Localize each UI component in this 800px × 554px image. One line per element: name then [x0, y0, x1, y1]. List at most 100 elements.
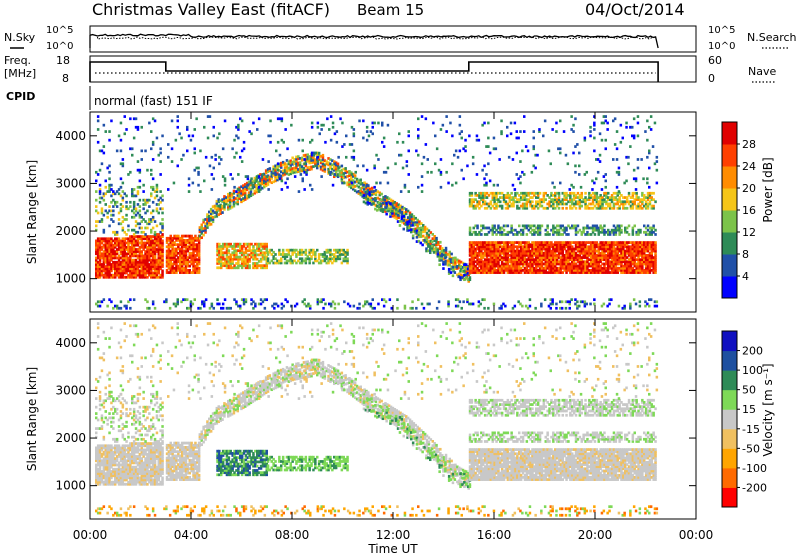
- power-cell: [391, 202, 395, 205]
- power-cell: [157, 263, 160, 266]
- power-cell: [121, 265, 125, 268]
- power-cell: [95, 263, 98, 266]
- power-cell: [131, 192, 134, 196]
- power-cell: [536, 269, 540, 272]
- power-cell: [538, 230, 542, 234]
- power-cell: [387, 209, 390, 213]
- power-cell: [280, 259, 283, 263]
- power-cell: [586, 254, 589, 257]
- power-cell: [648, 254, 652, 257]
- power-cell: [215, 202, 219, 205]
- power-cell: [298, 253, 302, 256]
- power-cell: [423, 236, 427, 240]
- power-cell: [482, 245, 485, 249]
- power-cell: [319, 165, 323, 169]
- power-cell: [197, 258, 201, 262]
- power-cell: [506, 249, 510, 253]
- nsearch-line: [97, 36, 656, 40]
- power-cell: [625, 262, 629, 266]
- power-cell: [157, 250, 160, 253]
- power-cell: [644, 260, 648, 264]
- power-cell: [167, 251, 171, 255]
- power-cell: [548, 249, 551, 253]
- power-cell: [323, 170, 327, 173]
- power-cell: [538, 264, 542, 268]
- power-cell: [452, 269, 455, 273]
- power-cell: [95, 241, 98, 245]
- power-cell: [425, 247, 428, 251]
- power-cell: [624, 245, 627, 249]
- power-cell: [234, 197, 238, 200]
- power-cell: [179, 241, 182, 244]
- power-cell: [157, 248, 160, 251]
- power-cell: [142, 260, 145, 264]
- power-cell: [567, 264, 570, 268]
- power-cell: [474, 264, 477, 268]
- power-cell: [184, 269, 188, 272]
- power-cell: [155, 237, 159, 241]
- power-cell: [197, 256, 201, 259]
- power-cell: [242, 186, 245, 190]
- power-cell: [252, 251, 255, 255]
- power-cell: [631, 245, 635, 249]
- power-cell: [304, 168, 308, 172]
- power-cell: [114, 273, 117, 277]
- power-cell: [230, 195, 234, 198]
- power-cell: [468, 241, 472, 244]
- power-cell: [220, 260, 223, 263]
- power-cell: [535, 245, 538, 249]
- power-cell: [430, 249, 434, 252]
- power-cell: [184, 243, 188, 247]
- power-cell: [436, 254, 440, 258]
- power-cell: [408, 215, 412, 219]
- power-cell: [567, 260, 570, 264]
- power-cell: [225, 260, 229, 263]
- power-cell: [300, 165, 304, 168]
- power-cell: [480, 247, 483, 251]
- power-cell: [261, 182, 264, 186]
- power-cell: [639, 254, 642, 257]
- power-cell: [500, 247, 504, 251]
- power-cell: [245, 188, 249, 191]
- power-cell: [406, 216, 410, 219]
- power-cell: [519, 266, 523, 270]
- power-cell: [244, 255, 248, 259]
- power-cell: [123, 250, 126, 253]
- power-cell: [202, 227, 205, 230]
- power-cell: [235, 253, 238, 257]
- power-cell: [117, 241, 121, 245]
- power-cell: [114, 269, 117, 273]
- power-cell: [95, 267, 98, 271]
- power-cell: [259, 188, 262, 191]
- power-cell: [535, 256, 538, 259]
- power-cell: [535, 260, 538, 264]
- power-cell: [192, 247, 195, 251]
- power-cell: [350, 171, 353, 175]
- power-cell: [540, 247, 544, 251]
- power-cell: [231, 247, 234, 250]
- power-cell: [476, 266, 479, 270]
- power-cell: [155, 267, 159, 271]
- power-cell: [112, 198, 115, 202]
- power-cell: [274, 261, 277, 265]
- power-cell: [618, 266, 621, 270]
- power-cell: [157, 235, 160, 238]
- power-cell: [117, 260, 121, 264]
- power-cell: [643, 271, 646, 274]
- power-cell: [188, 245, 191, 249]
- power-cell: [95, 209, 98, 213]
- power-cell: [289, 259, 292, 263]
- power-cell: [419, 230, 422, 234]
- power-cell: [240, 198, 243, 202]
- power-cell: [179, 251, 182, 255]
- power-cell: [540, 249, 544, 253]
- power-cell: [552, 264, 555, 268]
- power-cell: [254, 251, 257, 255]
- power-cell: [150, 192, 153, 196]
- power-cell: [169, 251, 172, 255]
- power-cell: [144, 254, 147, 258]
- power-cell: [129, 256, 132, 260]
- power-cell: [557, 191, 561, 195]
- power-cell: [561, 264, 564, 268]
- power-cell: [527, 271, 530, 274]
